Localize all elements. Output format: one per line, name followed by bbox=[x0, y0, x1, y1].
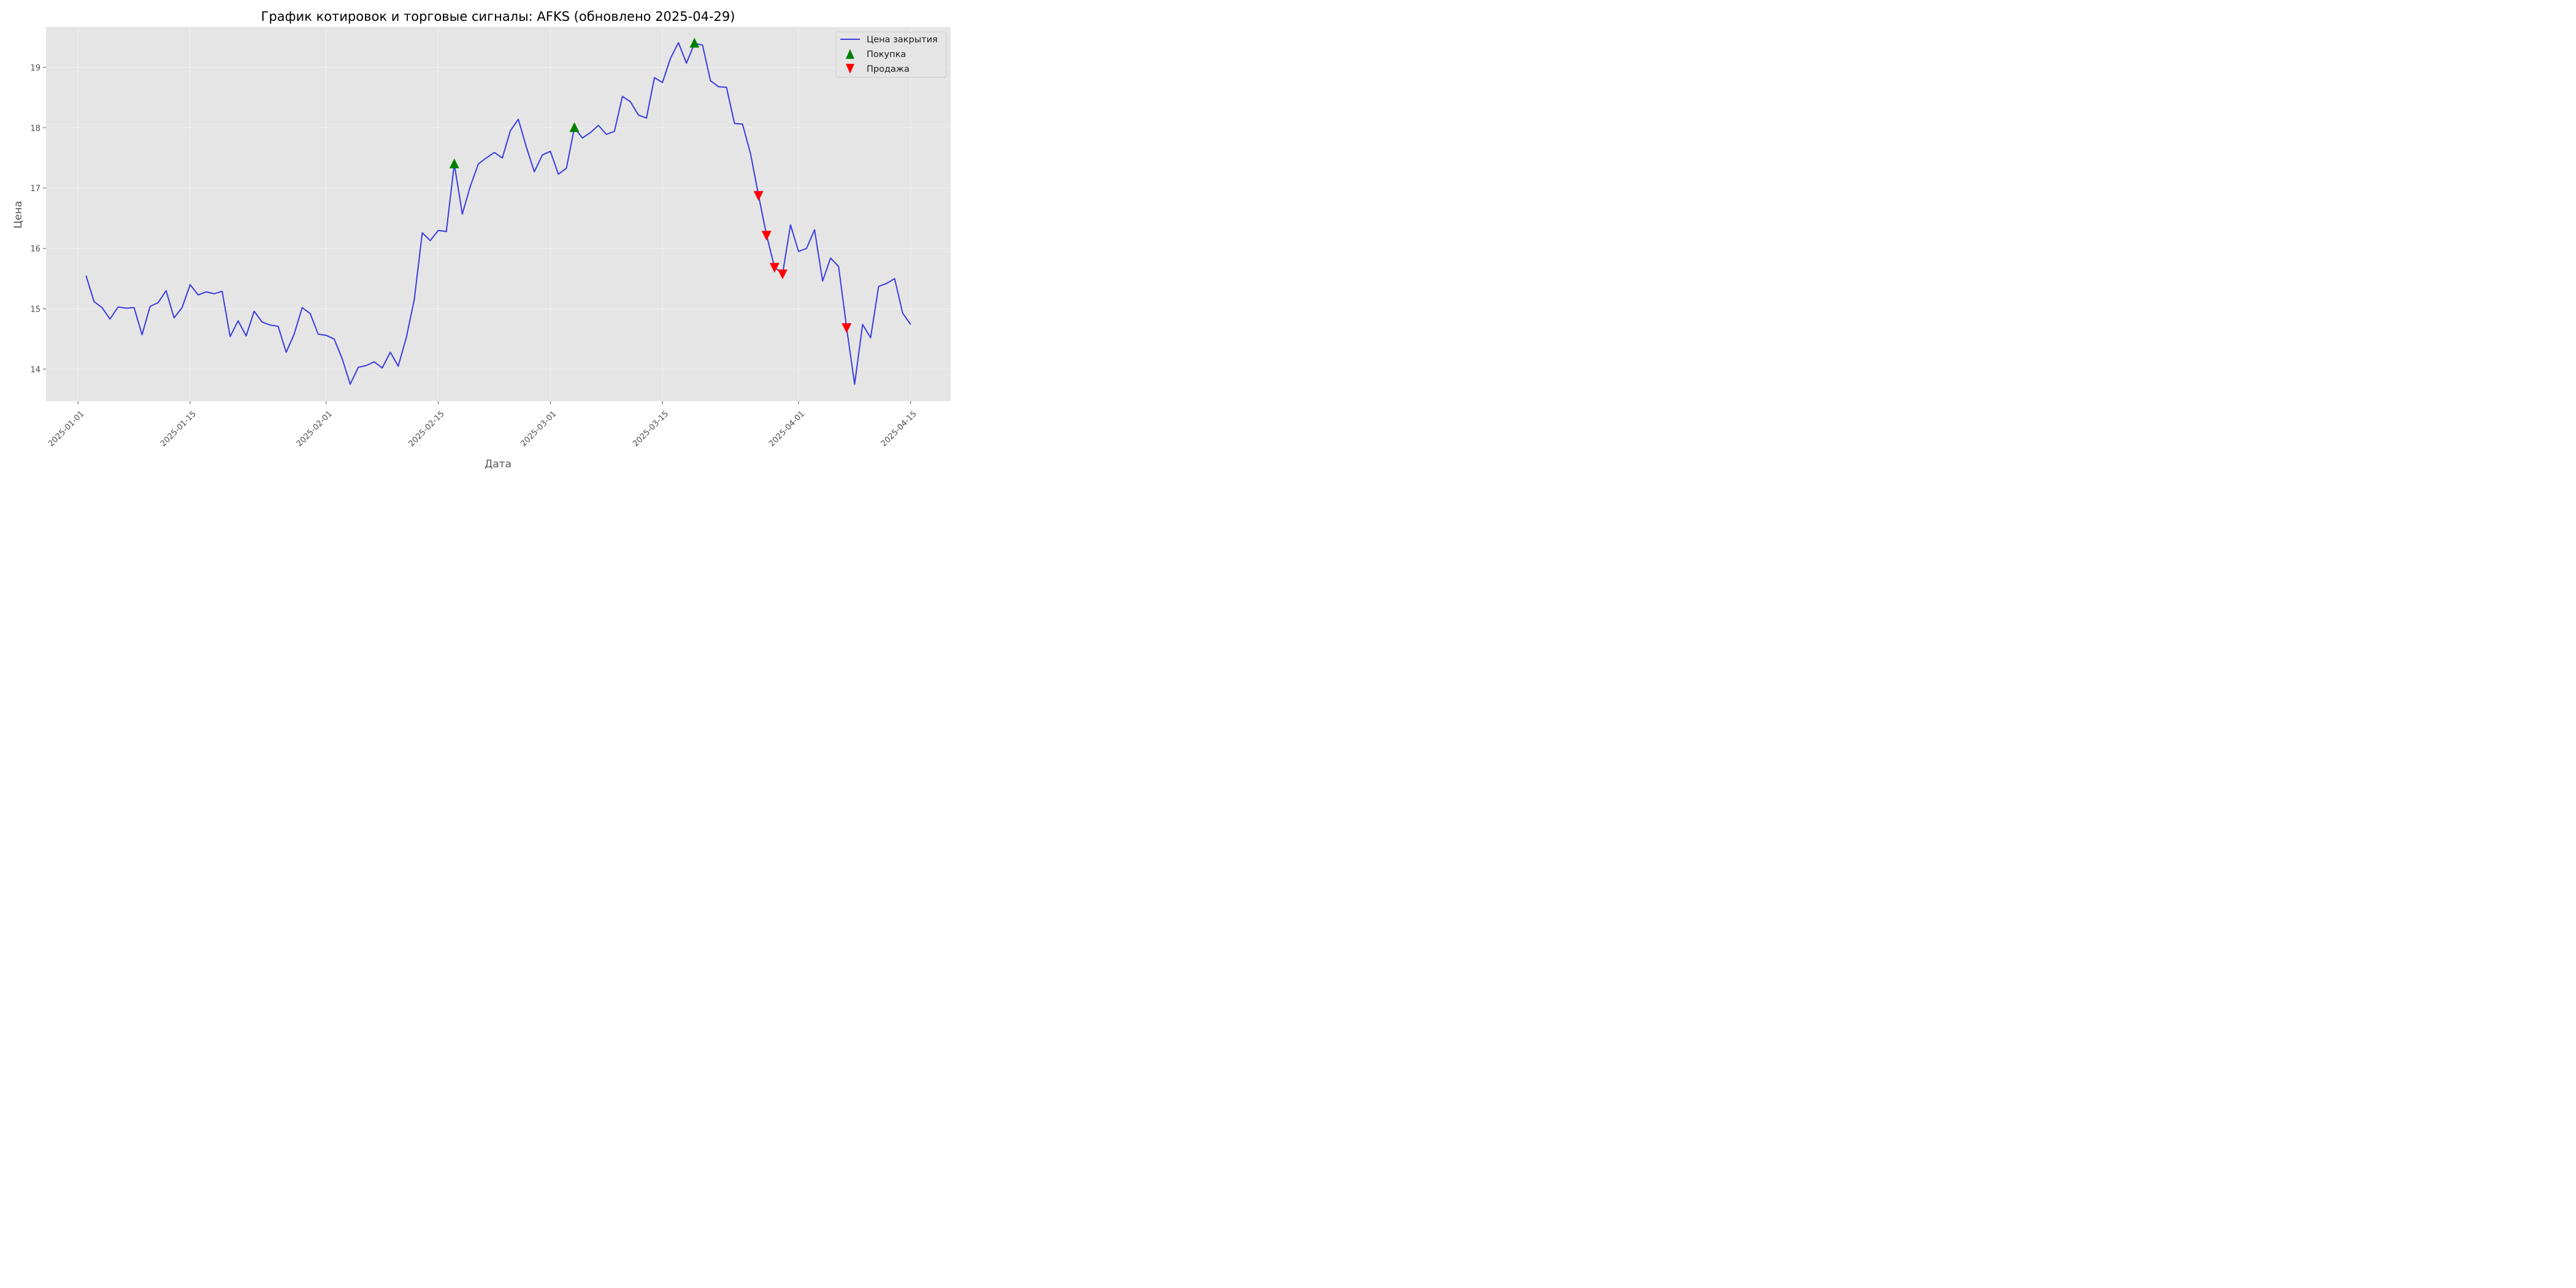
buy-signal-marker bbox=[569, 122, 580, 132]
x-tick-label: 2025-02-01 bbox=[295, 409, 334, 448]
y-tick-label: 16 bbox=[30, 245, 40, 254]
x-tick-label: 2025-04-15 bbox=[880, 409, 919, 448]
y-axis-title: Цена bbox=[12, 201, 25, 228]
x-tick-label: 2025-03-01 bbox=[519, 409, 558, 448]
y-tick-label: 15 bbox=[30, 305, 40, 314]
close-price-line bbox=[85, 42, 911, 385]
x-tick-label: 2025-04-01 bbox=[767, 409, 807, 448]
sell-signal-marker bbox=[777, 269, 788, 280]
sell-signal-marker bbox=[761, 231, 772, 241]
legend-label-buy: Покупка bbox=[867, 50, 906, 59]
sell-signal-marker bbox=[769, 263, 780, 273]
y-tick-label: 19 bbox=[30, 64, 40, 73]
plot-area bbox=[46, 27, 951, 401]
grid bbox=[46, 27, 951, 401]
legend-box bbox=[835, 31, 947, 78]
legend-item-sell: Продажа bbox=[846, 64, 910, 74]
y-tick-label: 18 bbox=[30, 124, 40, 133]
legend-label-sell: Продажа bbox=[867, 64, 910, 74]
buy-signal-marker bbox=[689, 37, 700, 48]
sell-signal-marker bbox=[753, 191, 764, 201]
legend-item-close: Цена закрытия bbox=[840, 35, 938, 45]
y-tick-label: 14 bbox=[30, 366, 40, 375]
x-axis-title: Дата bbox=[485, 458, 512, 470]
legend-item-buy: Покупка bbox=[846, 49, 906, 59]
x-tick-label: 2025-03-15 bbox=[631, 409, 670, 448]
chart-title: График котировок и торговые сигналы: AFK… bbox=[261, 9, 735, 24]
x-tick-label: 2025-01-15 bbox=[159, 409, 198, 448]
sell-signal-marker bbox=[841, 323, 852, 333]
triangle-up-icon bbox=[846, 49, 854, 59]
buy-signal-marker bbox=[449, 158, 459, 169]
series bbox=[85, 37, 911, 385]
triangle-down-icon bbox=[846, 64, 854, 74]
legend: Цена закрытия Покупка Продажа bbox=[835, 31, 947, 78]
x-tick-label: 2025-01-01 bbox=[47, 409, 86, 448]
x-tick-label: 2025-02-15 bbox=[407, 409, 447, 448]
price-chart: График котировок и торговые сигналы: AFK… bbox=[12, 9, 951, 470]
y-tick-label: 17 bbox=[30, 185, 40, 194]
legend-label-close: Цена закрытия bbox=[867, 35, 938, 45]
